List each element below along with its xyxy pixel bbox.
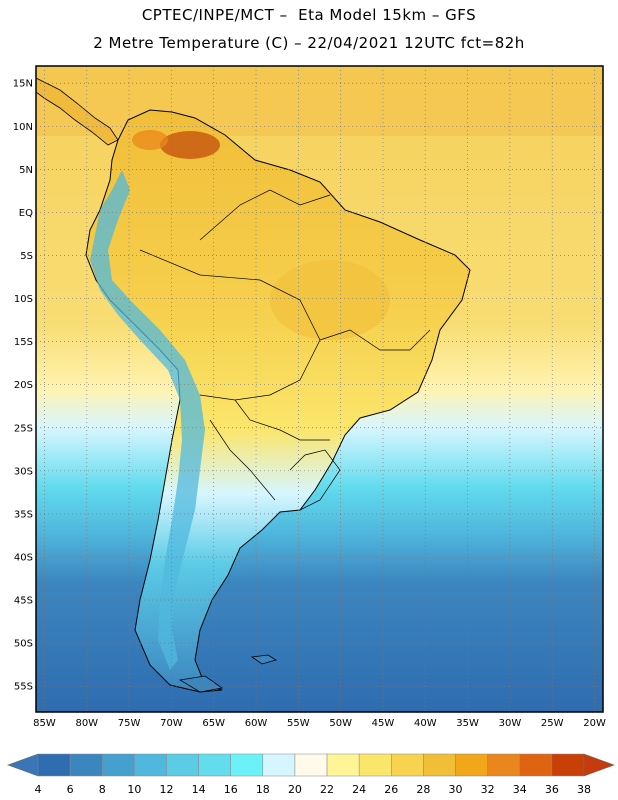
lat-tick-label: 15S (14, 337, 33, 348)
map-frame (35, 65, 604, 713)
lon-tick-label: 80W (75, 718, 98, 729)
lat-tick-label: 25S (14, 423, 33, 434)
colorbar-swatch (455, 753, 488, 777)
central-america-landmass (36, 77, 119, 146)
colorbar-swatch (230, 753, 264, 777)
lon-tick-label: 70W (160, 718, 183, 729)
colorbar-label: 28 (416, 783, 430, 796)
venezuela-hot-spot (160, 131, 220, 159)
colorbar-label: 22 (320, 783, 334, 796)
colorbar-swatch (166, 753, 199, 777)
colombia-warm-spot (132, 130, 168, 150)
lon-tick-label: 25W (541, 718, 564, 729)
lon-tick-label: 65W (202, 718, 225, 729)
colorbar-swatch (391, 753, 424, 777)
colorbar-label: 36 (545, 783, 559, 796)
colorbar-low-arrow (7, 753, 39, 777)
lat-tick-label: 5S (20, 251, 33, 262)
lat-tick-label: 45S (14, 596, 33, 607)
lat-tick-label: 15N (13, 79, 33, 90)
temperature-colorbar: 4 6 8 10 12 14 16 18 20 22 24 26 28 30 32 34 36 38 (7, 753, 615, 796)
colorbar-swatch (198, 753, 231, 777)
lat-lon-grid (36, 66, 603, 712)
colorbar-swatch (358, 753, 392, 777)
colorbar-swatch (294, 753, 328, 777)
colorbar-label: 38 (577, 783, 591, 796)
lat-tick-label: 10S (14, 294, 33, 305)
colorbar-swatch (551, 753, 585, 777)
lat-tick-label: 20S (14, 380, 33, 391)
map-title-line2: 2 Metre Temperature (C) – 22/04/2021 12U… (93, 34, 525, 52)
country-borders (139, 189, 431, 511)
colorbar-label: 10 (127, 783, 141, 796)
central-brazil-warm-area (270, 260, 390, 340)
colorbar-label: 26 (384, 783, 398, 796)
lat-tick-label: 55S (14, 682, 33, 693)
colorbar-swatch (134, 753, 167, 777)
lon-tick-label: 75W (118, 718, 141, 729)
lat-tick-label: 5N (19, 165, 33, 176)
andes-cold-ridge (90, 170, 205, 670)
colorbar-label: 32 (481, 783, 495, 796)
tierra-del-fuego (178, 675, 224, 693)
lon-tick-label: 40W (414, 718, 437, 729)
lat-tick-label: 40S (14, 552, 33, 563)
colorbar-label: 4 (35, 783, 42, 796)
colorbar-label: 24 (352, 783, 366, 796)
colorbar-high-arrow (583, 753, 615, 777)
colorbar-swatch (69, 753, 103, 777)
colorbar-label: 18 (256, 783, 270, 796)
lon-tick-label: 30W (499, 718, 522, 729)
colorbar-label: 14 (192, 783, 206, 796)
lon-tick-label: 20W (583, 718, 606, 729)
colorbar-label: 20 (288, 783, 302, 796)
lat-tick-label: 50S (14, 639, 33, 650)
colorbar-swatch (37, 753, 71, 777)
lat-tick-label: 30S (14, 466, 33, 477)
map-title-line1: CPTEC/INPE/MCT – Eta Model 15km – GFS (141, 6, 477, 24)
lat-tick-label: EQ (19, 208, 33, 219)
colorbar-label: 8 (99, 783, 106, 796)
falkland-islands (250, 654, 277, 665)
colorbar-swatch (423, 753, 456, 777)
colorbar-swatch (487, 753, 521, 777)
colorbar-swatch (101, 753, 135, 777)
lon-tick-label: 50W (329, 718, 352, 729)
colorbar-label: 6 (67, 783, 74, 796)
colorbar-swatch (519, 753, 553, 777)
lon-tick-label: 85W (33, 718, 56, 729)
colorbar-label: 16 (224, 783, 238, 796)
lon-tick-label: 45W (372, 718, 395, 729)
latitude-tick-labels: 15N 10N 5N EQ 5S 10S 15S 20S 25S 30S 35S 40S 45S 50S 5… (13, 79, 33, 693)
lat-tick-label: 10N (13, 122, 33, 133)
colorbar-label: 34 (513, 783, 527, 796)
longitude-tick-labels: 85W 80W 75W 70W 65W 60W 55W 50W 45W 40W 35W 30W 25W 2… (33, 718, 606, 729)
lon-tick-label: 60W (245, 718, 268, 729)
colorbar-swatch (326, 753, 360, 777)
caribbean-warm-band (36, 66, 603, 136)
colorbar-label: 12 (159, 783, 173, 796)
lat-tick-label: 35S (14, 509, 33, 520)
colorbar-swatch (262, 753, 296, 777)
lon-tick-label: 35W (456, 718, 479, 729)
lon-tick-label: 55W (287, 718, 310, 729)
colorbar-label: 30 (449, 783, 463, 796)
